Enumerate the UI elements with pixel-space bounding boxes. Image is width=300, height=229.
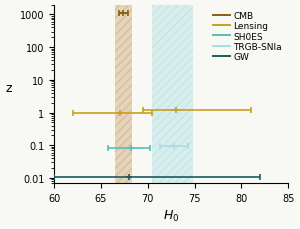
Bar	[152, 5, 193, 183]
Y-axis label: z: z	[6, 82, 12, 94]
X-axis label: $H_0$: $H_0$	[163, 208, 179, 224]
Bar	[115, 5, 132, 183]
Legend: CMB, Lensing, SH0ES, TRGB-SNIa, GW: CMB, Lensing, SH0ES, TRGB-SNIa, GW	[212, 10, 284, 64]
